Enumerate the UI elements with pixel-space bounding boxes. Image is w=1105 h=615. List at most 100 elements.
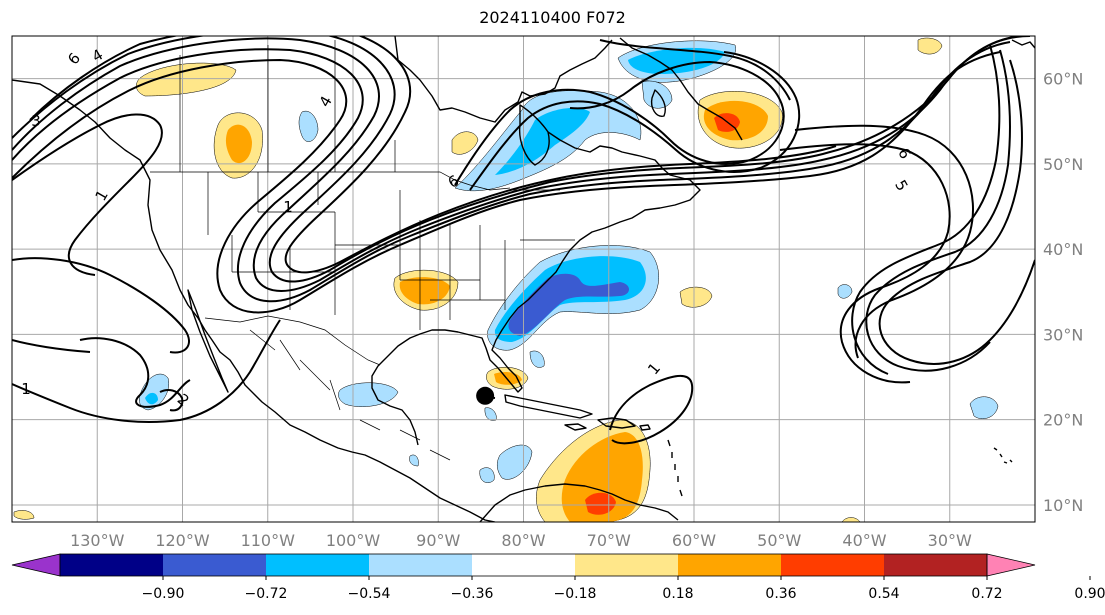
contour-label: 3: [31, 112, 41, 130]
colorbar-tick-label: 0.36: [765, 586, 796, 602]
negative-anomaly-region: [641, 80, 673, 109]
contour-line: [12, 51, 1001, 314]
contour-label: 1: [644, 359, 664, 378]
coastline: [394, 36, 613, 123]
contour-line: [609, 375, 694, 445]
contour-line: [599, 39, 791, 101]
colorbar-segment: [884, 554, 988, 576]
anomaly-shading: [13, 37, 999, 522]
contour-label: 6: [64, 49, 84, 68]
contour-label: 1: [21, 380, 31, 398]
colorbar-segment: [163, 554, 267, 576]
contour-line: [779, 143, 951, 384]
longitude-label: 100°W: [326, 531, 381, 550]
colorbar-tick-label: 0.90: [1074, 586, 1105, 602]
coastline: [504, 394, 593, 419]
state-border: [249, 329, 451, 461]
coastline: [650, 89, 666, 117]
colorbar-outline: [59, 553, 988, 577]
colorbar-segment: [60, 554, 164, 576]
negative-anomaly-region: [145, 392, 158, 405]
contour-label: 4: [315, 93, 335, 110]
negative-anomaly-region: [529, 350, 545, 368]
contour-line: [12, 113, 163, 276]
state-border: [179, 40, 575, 330]
coastline: [1011, 39, 1035, 49]
longitude-label: 50°W: [757, 531, 801, 550]
contour-line: [851, 44, 1001, 375]
colorbar-segment: [678, 554, 782, 576]
contour-line: [12, 339, 91, 353]
contour-line: [12, 41, 1011, 303]
longitude-label: 30°W: [928, 531, 972, 550]
colorbar-tick-label: −0.72: [245, 586, 288, 602]
latitude-label: 40°N: [1043, 240, 1083, 259]
contour-label: 1: [283, 198, 293, 216]
colorbar-segment: [781, 554, 885, 576]
storm-track: [484, 396, 496, 399]
longitude-label: 130°W: [70, 531, 125, 550]
longitude-label: 70°W: [587, 531, 631, 550]
negative-anomaly-region: [969, 396, 999, 419]
positive-anomaly-region: [399, 277, 450, 305]
map-frame: [11, 35, 1036, 523]
contour-line: [29, 36, 837, 274]
colorbar-tick-label: 0.72: [971, 586, 1002, 602]
contour-line: [865, 49, 1011, 372]
contour-line: [12, 36, 1021, 292]
negative-anomaly-region: [484, 407, 497, 421]
contour-line: [12, 36, 1031, 283]
latitude-label: 20°N: [1043, 411, 1083, 430]
negative-anomaly-region: [837, 284, 853, 299]
negative-anomaly-region: [409, 454, 419, 467]
height-contours: [12, 36, 1035, 445]
country-border: [204, 315, 381, 366]
latitude-labels: 60°N 50°N 40°N 30°N 20°N 10°N: [1043, 70, 1083, 515]
coastline: [12, 79, 496, 522]
colorbar-tick-label: −0.18: [554, 586, 597, 602]
colorbar-segment: [369, 554, 473, 576]
colorbar-max-arrow: [986, 553, 1036, 577]
contour-line: [878, 59, 1035, 365]
latitude-label: 10°N: [1043, 496, 1083, 515]
country-border: [150, 171, 511, 191]
positive-anomaly-region: [679, 286, 713, 308]
longitude-label: 120°W: [155, 531, 210, 550]
longitude-label: 110°W: [241, 531, 296, 550]
negative-anomaly-region: [495, 107, 590, 175]
latitude-label: 50°N: [1043, 155, 1083, 174]
coastline: [667, 439, 683, 497]
coastline: [479, 483, 679, 522]
contour-line: [12, 319, 281, 423]
longitude-label: 80°W: [501, 531, 545, 550]
negative-anomaly-region: [298, 110, 319, 142]
positive-anomaly-region: [225, 124, 252, 164]
longitude-label: 40°W: [842, 531, 886, 550]
longitude-labels: 130°W 120°W 110°W 100°W 90°W 80°W 70°W 60°W 50°W…: [70, 531, 972, 550]
negative-anomaly-region: [497, 444, 533, 480]
coastline: [639, 424, 651, 431]
political-borders: [150, 40, 575, 461]
map-title: 2024110400 F072: [479, 8, 626, 27]
contour-line: [159, 389, 184, 412]
contour-label: 5: [891, 177, 911, 194]
negative-anomaly-region: [628, 47, 725, 74]
colorbar-tick-label: 0.54: [868, 586, 899, 602]
longitude-label: 60°W: [672, 531, 716, 550]
positive-anomaly-region: [136, 62, 237, 97]
colorbar-tick-label: −0.90: [142, 586, 185, 602]
graticule: [12, 36, 1035, 522]
positive-anomaly-region: [451, 131, 479, 155]
colorbar-tick-label: 0.18: [662, 586, 693, 602]
storm-marker: [476, 386, 496, 405]
colorbar: [11, 553, 1036, 577]
coastline: [993, 447, 1013, 464]
contour-line: [79, 337, 191, 408]
negative-anomaly-region: [338, 382, 399, 407]
positive-anomaly-region: [917, 37, 943, 55]
coastline: [518, 104, 550, 166]
coastline: [597, 417, 636, 429]
colorbar-min-arrow: [11, 553, 61, 577]
coastline: [619, 37, 743, 141]
